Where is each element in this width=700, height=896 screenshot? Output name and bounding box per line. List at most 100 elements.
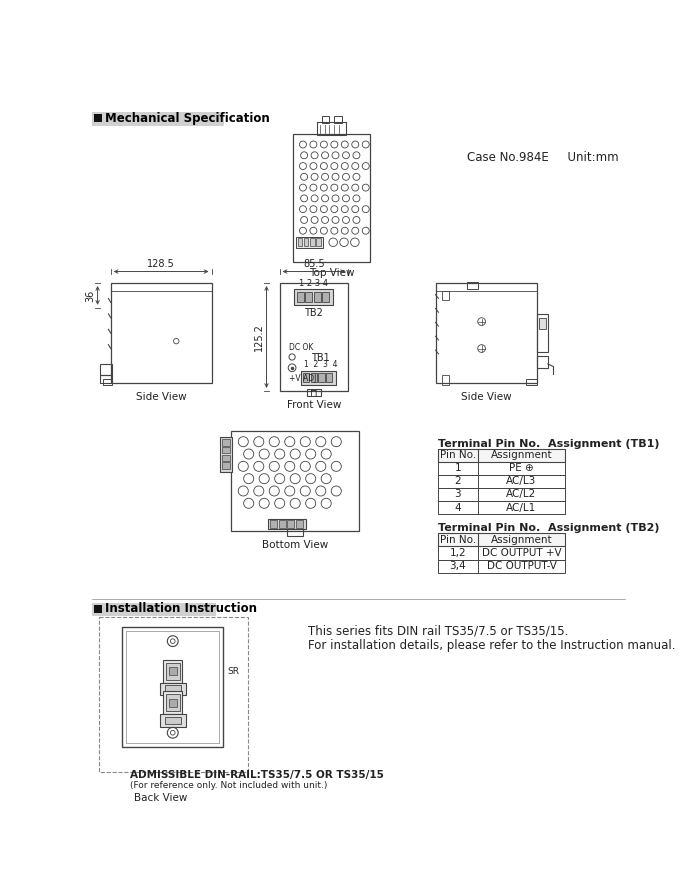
Text: ⊓: ⊓ <box>310 387 318 398</box>
Bar <box>92 112 224 126</box>
Bar <box>160 714 186 727</box>
Text: 85.5: 85.5 <box>303 259 325 269</box>
Bar <box>100 364 112 375</box>
Bar <box>316 238 321 246</box>
Bar <box>438 501 565 514</box>
Bar <box>297 291 304 302</box>
Text: DC OK: DC OK <box>289 342 314 351</box>
Bar <box>163 691 182 714</box>
Bar <box>287 521 294 528</box>
Bar <box>166 694 180 711</box>
Text: 128.5: 128.5 <box>147 259 175 269</box>
Bar <box>436 283 537 383</box>
Text: 125.2: 125.2 <box>254 323 264 351</box>
Text: +V ADJ: +V ADJ <box>289 374 316 383</box>
Bar <box>222 455 230 461</box>
Bar <box>334 116 342 123</box>
Bar <box>438 533 565 547</box>
Bar <box>321 116 329 123</box>
Bar <box>122 627 223 746</box>
Bar <box>222 439 230 445</box>
Bar <box>310 238 314 246</box>
Text: Back View: Back View <box>134 793 188 803</box>
Text: Case No.984E     Unit:mm: Case No.984E Unit:mm <box>468 151 619 164</box>
Text: PE ⊕: PE ⊕ <box>509 463 534 473</box>
Bar <box>222 462 230 469</box>
Bar <box>300 371 336 384</box>
Text: 3: 3 <box>454 489 461 499</box>
Text: 2: 2 <box>454 477 461 487</box>
Text: TB2: TB2 <box>304 307 323 318</box>
Text: Installation Instruction: Installation Instruction <box>104 602 256 616</box>
Bar <box>317 122 346 135</box>
Bar <box>166 663 180 680</box>
Text: AC/L3: AC/L3 <box>506 477 537 487</box>
Bar <box>279 521 286 528</box>
Text: ADMISSIBLE DIN-RAIL:TS35/7.5 OR TS35/15: ADMISSIBLE DIN-RAIL:TS35/7.5 OR TS35/15 <box>130 770 384 780</box>
Text: TB1: TB1 <box>312 353 330 363</box>
Bar <box>468 281 478 289</box>
Text: Bottom View: Bottom View <box>262 540 328 550</box>
Bar <box>94 605 102 613</box>
Bar <box>322 291 329 302</box>
Bar <box>231 431 358 531</box>
Bar <box>163 659 182 683</box>
Text: Assignment: Assignment <box>491 535 552 545</box>
Text: Side View: Side View <box>461 392 512 402</box>
Text: 36: 36 <box>85 289 95 302</box>
Bar <box>295 289 333 305</box>
Bar <box>222 447 230 453</box>
Text: Terminal Pin No.  Assignment (TB2): Terminal Pin No. Assignment (TB2) <box>438 523 659 533</box>
Bar <box>304 238 309 246</box>
Text: 1 2 3 4: 1 2 3 4 <box>300 280 328 289</box>
Text: This series fits DIN rail TS35/7.5 or TS35/15.: This series fits DIN rail TS35/7.5 or TS… <box>309 625 568 638</box>
Text: For installation details, please refer to the Instruction manual.: For installation details, please refer t… <box>309 639 676 651</box>
Bar <box>298 238 302 246</box>
Bar <box>126 631 219 743</box>
Text: Pin No.: Pin No. <box>440 450 476 461</box>
Bar <box>270 521 277 528</box>
Bar <box>94 115 102 122</box>
Bar <box>296 237 323 247</box>
Bar <box>305 291 312 302</box>
Text: Front View: Front View <box>286 401 341 410</box>
Bar <box>303 373 309 383</box>
Bar <box>314 291 321 302</box>
Bar <box>438 547 565 559</box>
Bar <box>99 617 248 772</box>
Bar <box>293 134 370 262</box>
Text: AC/L1: AC/L1 <box>506 503 537 513</box>
Text: DC OUTPUT-V: DC OUTPUT-V <box>486 561 556 571</box>
Bar <box>307 389 321 396</box>
Bar <box>311 373 317 383</box>
Text: 4: 4 <box>454 503 461 513</box>
Bar <box>165 717 181 724</box>
Bar <box>442 375 449 384</box>
Bar <box>438 488 565 501</box>
Text: Mechanical Specification: Mechanical Specification <box>104 112 270 125</box>
Bar <box>438 449 565 461</box>
Bar <box>165 685 181 693</box>
Bar <box>538 318 546 330</box>
Bar <box>169 668 176 675</box>
Bar <box>169 699 176 707</box>
Text: Top View: Top View <box>309 268 354 278</box>
Bar <box>442 291 449 300</box>
Bar <box>438 559 565 573</box>
Text: (For reference only. Not included with unit.): (For reference only. Not included with u… <box>130 780 328 789</box>
Bar <box>280 283 348 391</box>
Text: Side View: Side View <box>136 392 186 402</box>
Text: DC OUTPUT +V: DC OUTPUT +V <box>482 548 561 558</box>
Text: AC/L2: AC/L2 <box>506 489 537 499</box>
Bar <box>100 375 112 383</box>
Text: 3,4: 3,4 <box>449 561 466 571</box>
Bar <box>537 357 548 367</box>
Text: Pin No.: Pin No. <box>440 535 476 545</box>
Bar <box>103 379 112 385</box>
Bar <box>220 437 232 471</box>
Bar <box>92 603 216 616</box>
Bar <box>438 461 565 475</box>
Bar <box>438 475 565 488</box>
Bar <box>295 521 302 528</box>
Bar <box>160 683 186 695</box>
